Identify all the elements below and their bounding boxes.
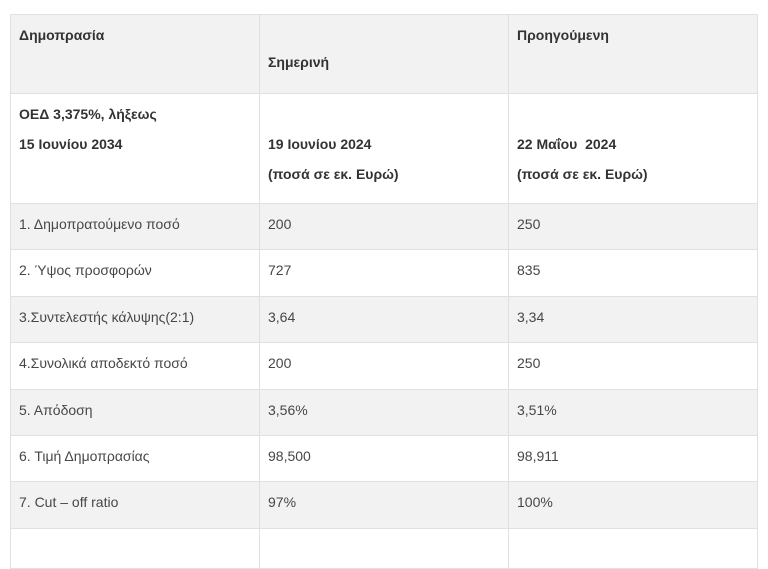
auction-results-table-container: Δημοπρασία Σημερινή Προηγούμενη ΟΕΔ 3,37… [10,14,758,569]
current-value-cell: 200 [259,202,509,251]
previous-value-cell-empty [508,527,758,569]
row-label-cell-empty [10,527,260,569]
header-previous-label: Προηγούμενη [517,27,609,43]
previous-auction-date-cell: 22 Μαΐου 2024 (ποσά σε εκ. Ευρώ) [508,93,758,204]
bond-description-cell: ΟΕΔ 3,375%, λήξεως 15 Ιουνίου 2034 [10,93,260,204]
table-row-auctioned-amount: 1. Δημοπρατούμενο ποσό 200 250 [10,202,758,251]
header-cell-previous: Προηγούμενη [508,14,758,94]
table-row-clipped [10,527,758,569]
previous-value-cell: 3,51% [508,388,758,436]
row-label-cell: 7. Cut – off ratio [10,481,260,529]
current-auction-units: (ποσά σε εκ. Ευρώ) [268,166,399,182]
current-value-cell-empty [259,527,509,569]
header-cell-auction: Δημοπρασία [10,14,260,94]
row-label-cell: 4.Συνολικά αποδεκτό ποσό [10,342,260,390]
table-row-cutoff-ratio: 7. Cut – off ratio 97% 100% [10,481,758,529]
current-value-cell: 200 [259,342,509,390]
table-row-coverage-ratio: 3.Συντελεστής κάλυψης(2:1) 3,64 3,34 [10,295,758,344]
header-row-details: ΟΕΔ 3,375%, λήξεως 15 Ιουνίου 2034 19 Ιο… [10,93,758,204]
table-row-bids-amount: 2. Ύψος προσφορών 727 835 [10,249,758,297]
previous-value-cell: 250 [508,202,758,251]
auction-results-table: Δημοπρασία Σημερινή Προηγούμενη ΟΕΔ 3,37… [10,14,758,569]
table-row-accepted-amount: 4.Συνολικά αποδεκτό ποσό 200 250 [10,342,758,390]
previous-value-cell: 835 [508,249,758,297]
table-row-yield: 5. Απόδοση 3,56% 3,51% [10,388,758,436]
current-auction-date: 19 Ιουνίου 2024 [268,136,372,152]
current-value-cell: 97% [259,481,509,529]
header-auction-label: Δημοπρασία [19,27,105,43]
header-current-label: Σημερινή [268,54,330,70]
current-value-cell: 727 [259,249,509,297]
current-auction-date-cell: 19 Ιουνίου 2024 (ποσά σε εκ. Ευρώ) [259,93,509,204]
previous-value-cell: 250 [508,342,758,390]
previous-value-cell: 98,911 [508,434,758,483]
bond-maturity-line: 15 Ιουνίου 2034 [19,136,123,152]
previous-value-cell: 100% [508,481,758,529]
row-label-cell: 6. Τιμή Δημοπρασίας [10,434,260,483]
header-cell-current: Σημερινή [259,14,509,94]
header-row-titles: Δημοπρασία Σημερινή Προηγούμενη [10,14,758,94]
row-label-cell: 5. Απόδοση [10,388,260,436]
current-value-cell: 3,56% [259,388,509,436]
previous-value-cell: 3,34 [508,295,758,344]
previous-auction-units: (ποσά σε εκ. Ευρώ) [517,166,648,182]
bond-name-line: ΟΕΔ 3,375%, λήξεως [19,106,157,122]
current-value-cell: 98,500 [259,434,509,483]
previous-auction-date: 22 Μαΐου 2024 [517,136,617,152]
row-label-cell: 1. Δημοπρατούμενο ποσό [10,202,260,251]
row-label-cell: 3.Συντελεστής κάλυψης(2:1) [10,295,260,344]
current-value-cell: 3,64 [259,295,509,344]
table-row-auction-price: 6. Τιμή Δημοπρασίας 98,500 98,911 [10,434,758,483]
row-label-cell: 2. Ύψος προσφορών [10,249,260,297]
